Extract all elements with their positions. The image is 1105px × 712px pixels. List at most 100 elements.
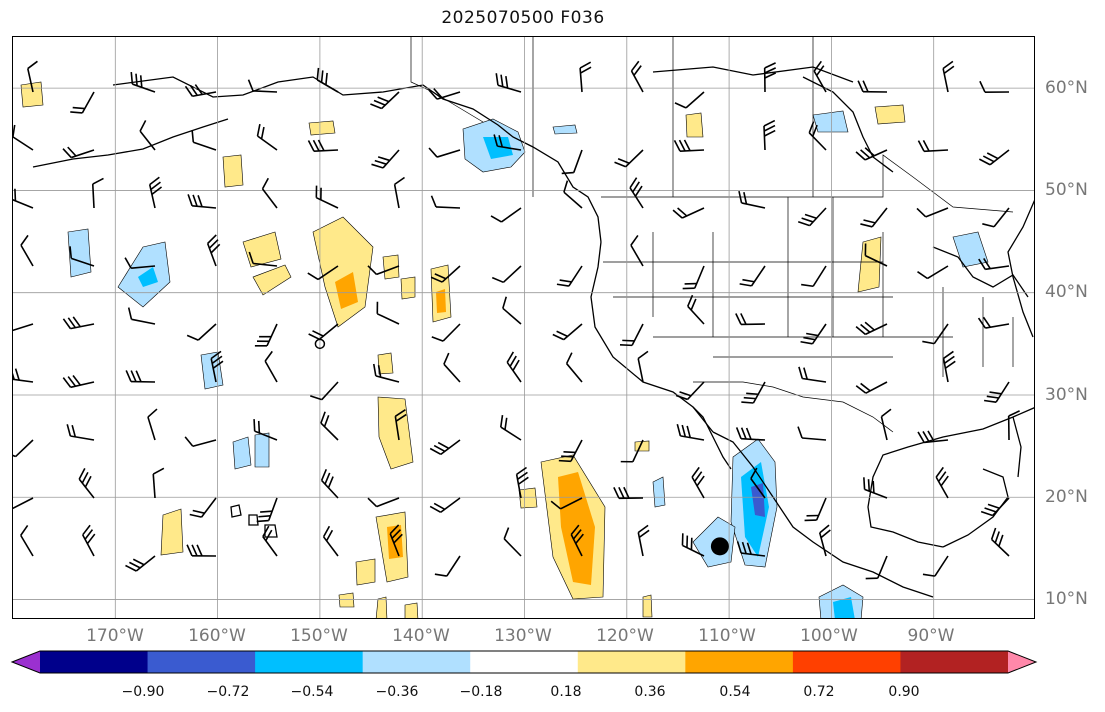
wind-barb [556,265,583,287]
wind-barb [430,195,461,209]
wind-barb [682,265,705,290]
wind-barb [254,323,278,347]
positive-anomaly-small-6 [642,594,653,618]
wind-barb [1007,410,1020,441]
wind-barb [741,381,766,404]
wind-barb [191,130,217,151]
colorbar-tick-label: −0.72 [206,684,250,700]
wind-barb [763,119,776,151]
wind-barb [124,257,156,269]
wind-barb [800,323,827,345]
wind-barb [860,207,888,228]
negative-anomaly-ep-west [652,476,666,508]
wind-barb [550,497,583,510]
wind-barb [78,468,95,499]
gulf-coast [867,407,1034,548]
lon-label: 150°W [290,626,348,646]
wind-barb [367,497,400,508]
wind-barb [916,207,949,218]
colorbar-tick-label: 0.18 [550,684,582,700]
positive-anomaly-canada [685,112,704,138]
wind-barb [637,524,650,557]
wind-barb [801,265,827,288]
positive-anomaly-small-2 [400,276,416,300]
wind-barb [736,541,766,557]
wind-barb [210,350,224,383]
wind-barb [62,146,95,159]
east-coast [1007,199,1034,338]
wind-barb [431,323,461,342]
wind-barb [372,363,400,383]
positive-anomaly-small-7 [552,124,578,135]
wind-barb [152,467,165,499]
wind-barb [503,527,522,557]
map-canvas [13,37,1034,618]
wind-barb [428,88,461,100]
wind-barb [256,497,278,523]
wind-barb [978,149,1010,166]
wind-barb [506,351,522,383]
wind-barb [552,323,583,341]
wind-barb [13,367,34,383]
wind-barb [739,265,766,287]
wind-barb [491,265,522,284]
wind-barb [990,527,1010,557]
colorbar-segment [792,651,901,673]
colorbar-segment [685,651,794,673]
wind-barb [316,67,339,93]
colorbar-segment [470,651,579,673]
lat-label: 40°N [1045,282,1088,302]
wind-barb [139,120,156,151]
lon-label: 100°W [800,626,858,646]
wind-barb [389,524,403,557]
us-mexico-border [693,381,894,433]
positive-anomaly-near-hawaii [160,508,184,556]
wind-barb [20,234,34,267]
wind-barb [13,124,34,151]
colorbar-segment [255,651,364,673]
wind-barb [922,323,949,345]
wind-barb [310,381,339,401]
wind-barb [808,121,827,151]
canada-provinces [532,37,814,197]
wind-barb [735,313,766,326]
wind-barb [429,497,461,513]
lon-label: 130°W [494,626,552,646]
wind-barb [495,73,522,93]
wind-barb [935,466,949,499]
wind-barb [855,321,888,336]
us-canada-border [601,154,1014,213]
wind-barb [977,316,1010,329]
colorbar-extend-min [12,651,40,673]
wind-barb [125,555,156,572]
lat-label: 10°N [1045,589,1088,609]
wind-barb [147,408,158,441]
wind-barb [735,427,766,441]
wind-barb [674,91,705,109]
wind-barb [630,234,644,267]
wind-barb [515,466,529,499]
wind-barb [429,439,461,456]
wind-barb [493,134,522,151]
wind-barb [738,190,766,209]
wind-barb [855,381,888,394]
colorbar-tick-label: −0.90 [121,684,165,700]
wind-barb [865,555,888,580]
wind-barb [561,149,583,175]
colorbar-tick-label: −0.54 [290,684,334,700]
wind-barb [687,294,705,325]
colorbar-segment [362,651,471,673]
map-panel[interactable] [12,36,1035,619]
wind-barb [864,243,888,267]
wind-barb [322,525,339,557]
negative-anomaly-far-west [67,228,92,278]
wind-barb [619,323,644,347]
wind-barb [376,301,400,325]
lat-label: 20°N [1045,487,1088,507]
positive-anomaly-plains [857,236,882,293]
anomaly-shading [20,81,989,618]
wind-barb [763,62,777,93]
wind-barb [499,414,522,441]
wind-barb [978,257,1010,271]
wind-barb [863,477,888,499]
